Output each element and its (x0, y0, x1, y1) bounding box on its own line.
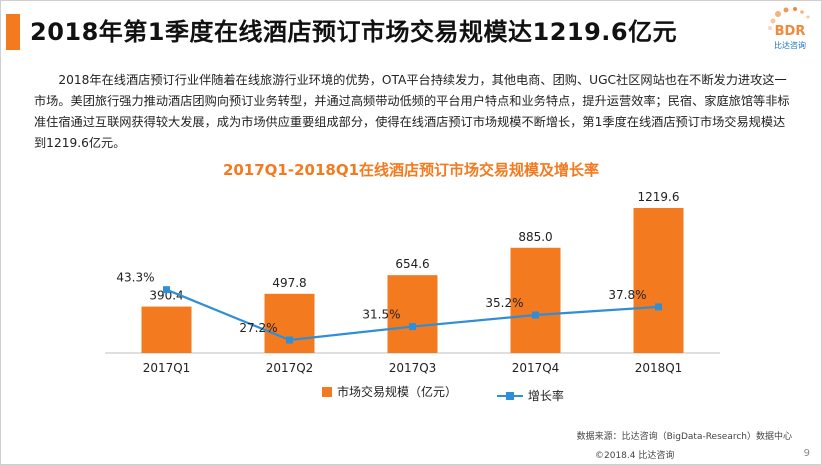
bar-2017Q4 (510, 247, 561, 353)
bar-value-label: 1219.6 (638, 190, 680, 204)
x-tick-label: 2018Q1 (635, 361, 683, 375)
growth-rate-label: 27.2% (239, 321, 277, 335)
growth-rate-point (532, 311, 539, 319)
logo-dots-icon (768, 7, 810, 30)
copyright: ©2018.4 比达咨询 (595, 451, 675, 461)
data-source: 数据来源：比达咨询（BigData-Research）数据中心 (576, 432, 792, 442)
bar-2018Q1 (633, 208, 684, 353)
growth-rate-label: 35.2% (485, 296, 523, 310)
x-tick-label: 2017Q1 (143, 361, 191, 375)
x-tick-label: 2017Q4 (512, 361, 560, 375)
x-tick-label: 2017Q3 (389, 361, 437, 375)
logo-text: BDR (774, 24, 806, 39)
growth-rate-point (409, 323, 416, 331)
growth-rate-point (286, 336, 293, 344)
x-tick-label: 2017Q2 (266, 361, 314, 375)
legend-item-bar: 市场交易规模（亿元） (322, 383, 457, 400)
legend-bar-label: 市场交易规模（亿元） (337, 385, 458, 399)
bar-value-label: 497.8 (272, 276, 306, 290)
legend-line-label: 增长率 (527, 389, 564, 403)
logo-subtext: 比达咨询 (774, 41, 806, 50)
chart-legend: 市场交易规模（亿元） 增长率 (322, 383, 600, 404)
chart-title: 2017Q1-2018Q1在线酒店预订市场交易规模及增长率 (222, 161, 600, 179)
growth-rate-label: 37.8% (608, 288, 646, 302)
legend-bar-swatch (322, 386, 332, 397)
growth-rate-label: 43.3% (116, 271, 154, 285)
page-number: 9 (803, 448, 810, 459)
growth-rate-label: 31.5% (362, 308, 400, 322)
bar-2017Q1 (141, 306, 192, 353)
intro-paragraph: 2018年在线酒店预订行业伴随着在线旅游行业环境的优势，OTA平台持续发力，其他… (34, 70, 794, 154)
growth-rate-point (163, 286, 170, 294)
bar-value-label: 885.0 (518, 230, 552, 244)
page-title: 2018年第1季度在线酒店预订市场交易规模达1219.6亿元 (30, 18, 678, 46)
title-accent-bar (6, 14, 20, 50)
growth-rate-point (655, 303, 662, 311)
bar-2017Q3 (387, 275, 438, 353)
legend-line-swatch (496, 391, 523, 400)
bar-value-label: 654.6 (395, 257, 429, 271)
intro-text: 2018年在线酒店预订行业伴随着在线旅游行业环境的优势，OTA平台持续发力，其他… (34, 73, 790, 150)
legend-item-line: 增长率 (496, 387, 564, 404)
bdr-logo: BDR 比达咨询 (764, 4, 816, 54)
